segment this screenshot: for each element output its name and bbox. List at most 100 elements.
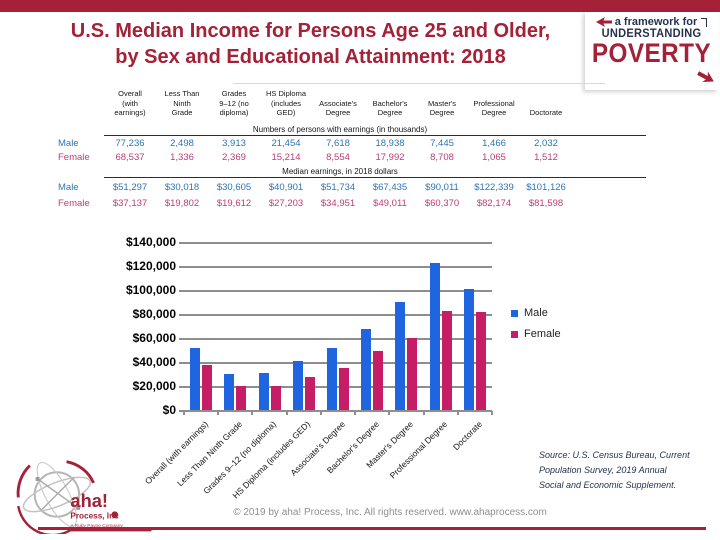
page-title: U.S. Median Income for Persons Age 25 an… [28, 18, 593, 70]
y-tick-label: $40,000 [132, 355, 176, 369]
gridline [184, 386, 492, 388]
table-cell: 17,992 [375, 151, 405, 163]
table-header-cell: Associate's Degree [319, 98, 357, 118]
female-bar [441, 311, 452, 410]
table-cell: 1,466 [482, 137, 506, 149]
x-axis-tick [319, 411, 322, 415]
table-section-label: Median earnings, in 2018 dollars [104, 167, 646, 178]
table-header-cell: Less Than Ninth Grade [164, 88, 200, 118]
table-header-cell: Overall (with earnings) [114, 88, 146, 118]
table-cell: $40,901 [268, 181, 304, 193]
bracket-mark [701, 17, 708, 27]
table-cell: $60,370 [424, 197, 460, 209]
male-bar [292, 360, 303, 410]
male-bar [224, 373, 235, 410]
x-axis-tick [217, 411, 220, 415]
y-tick-label: $0 [162, 403, 176, 417]
male-bar [190, 348, 201, 410]
table-header-cell: Professional Degree [473, 98, 515, 118]
bottom-accent-rule [38, 527, 706, 530]
table-header-cell: Bachelor's Degree [372, 98, 408, 118]
male-bar [429, 263, 440, 410]
table-cell: 7,618 [326, 137, 350, 149]
table-section-label: Numbers of persons with earnings (in tho… [104, 125, 646, 136]
legend-swatch-female [511, 330, 518, 338]
gridline [184, 362, 492, 364]
y-tick-label: $60,000 [132, 331, 176, 345]
legend-item-male: Male [511, 307, 561, 319]
y-axis-tick [179, 290, 184, 292]
male-bar [258, 373, 269, 410]
table-cell: $82,174 [476, 197, 512, 209]
table-cell: $67,435 [372, 181, 408, 193]
chart-plot-area [179, 242, 493, 415]
source-line-3: Social and Economic Supplement. [539, 479, 677, 490]
framework-poverty-logo: a framework for UNDERSTANDING POVERTY [585, 12, 718, 90]
legend-item-female: Female [511, 328, 561, 340]
female-bar [407, 337, 418, 410]
y-axis-tick [179, 266, 184, 268]
table-cell: $19,802 [164, 197, 200, 209]
gridline [184, 410, 492, 412]
gridline [184, 266, 492, 268]
red-arrow-left-icon [595, 17, 612, 27]
y-tick-label: $140,000 [125, 235, 176, 249]
female-bar [270, 386, 281, 410]
table-cell: 2,498 [170, 137, 194, 149]
source-line-1: Source: U.S. Census Bureau, Current [539, 450, 690, 460]
x-axis-tick [422, 411, 425, 415]
gridline [184, 242, 492, 244]
title-line-2: by Sex and Educational Attainment: 2018 [115, 46, 506, 68]
table-cell: 1,065 [482, 151, 506, 163]
gridline [184, 338, 492, 340]
table-cell: $90,011 [425, 181, 459, 193]
red-arrow-bottom-right-icon [693, 67, 717, 91]
x-axis-tick [251, 411, 254, 415]
x-axis-tick [354, 411, 357, 415]
aha-company-text: Process, Inc [70, 512, 119, 521]
top-accent-bar [0, 0, 720, 12]
male-bar [327, 347, 337, 410]
y-tick-label: $100,000 [125, 283, 176, 297]
y-axis-tick [179, 362, 184, 364]
placeholder-divider-line [233, 83, 605, 84]
aha-process-logo: aha! Process, Inc A Ruby Payne Company [6, 452, 156, 537]
gridline [184, 290, 492, 292]
table-cell: 1,336 [170, 151, 194, 163]
table-header-cell: Grades 9–12 (no diploma) [219, 88, 249, 118]
male-bar [463, 288, 474, 410]
x-axis-tick [183, 411, 185, 415]
table-row-label: Male [58, 137, 79, 149]
table-row-label: Female [58, 151, 90, 163]
table-cell: 3,913 [222, 137, 246, 149]
table-cell: $81,598 [528, 197, 564, 209]
table-cell: $37,137 [112, 197, 148, 209]
brand-understanding-text: UNDERSTANDING [601, 28, 702, 40]
y-axis-tick [179, 242, 184, 244]
y-tick-label: $80,000 [132, 307, 176, 321]
table-cell: $34,951 [320, 197, 356, 209]
male-bar [395, 302, 406, 410]
y-axis-tick [179, 338, 184, 340]
x-axis-tick [285, 411, 288, 415]
table-cell: 7,445 [430, 137, 454, 149]
table-cell: 68,537 [115, 151, 145, 163]
table-cell: 2,369 [222, 151, 246, 163]
table-cell: $51,297 [112, 181, 148, 193]
income-table: Overall (with earnings) Less Than Ninth G… [58, 84, 646, 210]
table-cell: 21,454 [271, 137, 301, 149]
table-header-cell: HS Diploma (includes GED) [265, 88, 306, 118]
legend-swatch-male [511, 309, 518, 317]
aha-tagline-text: A Ruby Payne Company [70, 523, 123, 529]
x-axis-tick [388, 411, 391, 415]
female-bar [373, 351, 384, 410]
female-bar [202, 365, 213, 410]
female-bar [339, 368, 349, 410]
source-line-2: Population Survey, 2019 Annual [539, 464, 667, 475]
table-cell: $101,126 [526, 181, 566, 193]
source-note: Source: U.S. Census Bureau, Current Popu… [539, 448, 709, 493]
table-row-label: Female [58, 197, 90, 209]
table-cell: $30,018 [164, 181, 200, 193]
female-bar [236, 386, 247, 410]
